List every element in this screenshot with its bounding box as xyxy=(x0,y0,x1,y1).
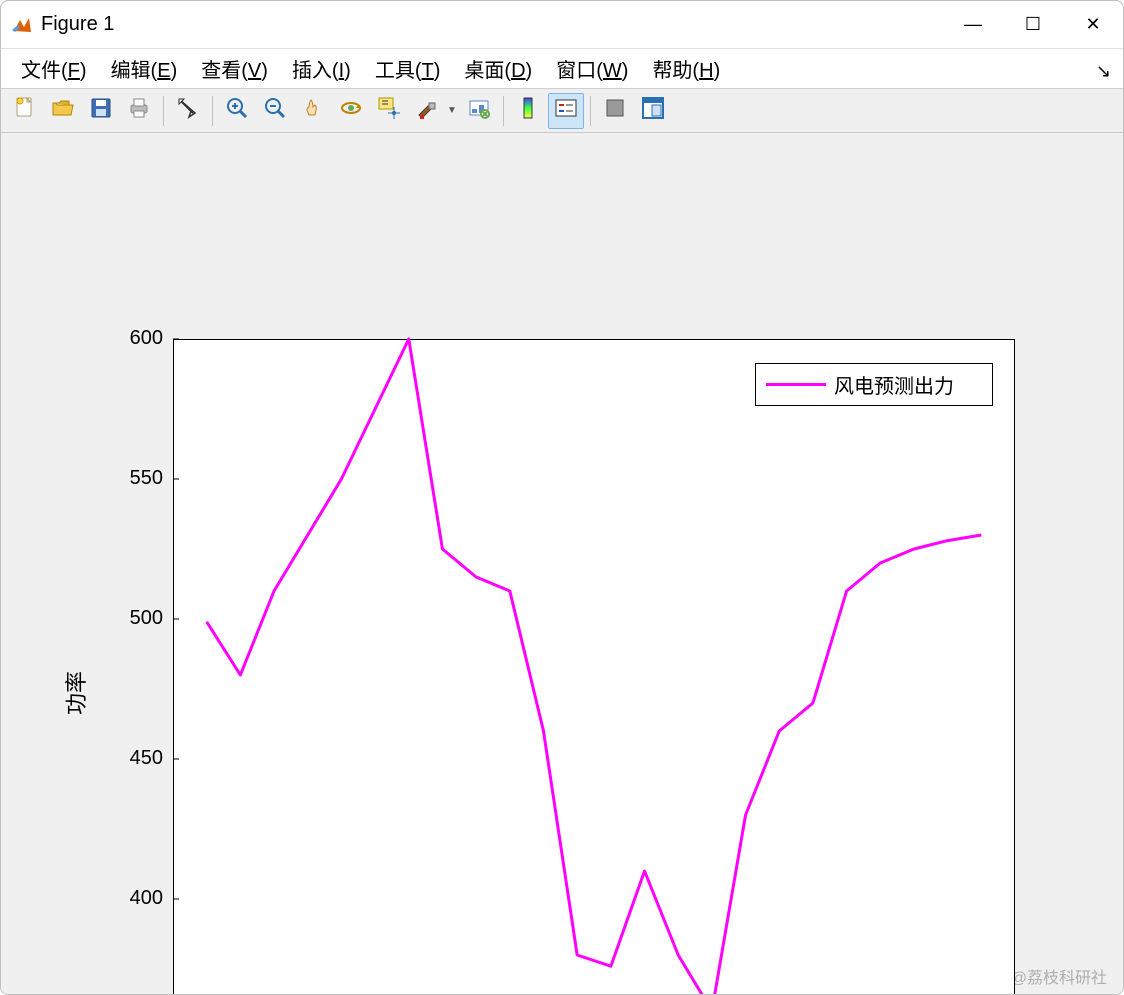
menu-t[interactable]: 工具(T) xyxy=(363,50,453,87)
zoom-out-button[interactable] xyxy=(257,93,293,129)
save-icon xyxy=(88,95,114,126)
brush-button[interactable] xyxy=(409,93,445,129)
close-button[interactable]: ✕ xyxy=(1063,1,1123,48)
data-cursor-icon xyxy=(376,95,402,126)
data-cursor-button[interactable] xyxy=(371,93,407,129)
ytick-label: 600 xyxy=(113,327,163,350)
window-controls: — ☐ ✕ xyxy=(943,1,1123,48)
legend-button[interactable] xyxy=(548,93,584,129)
hide-tools-button[interactable] xyxy=(597,93,633,129)
new-figure-icon xyxy=(12,95,38,126)
zoom-in-icon xyxy=(224,95,250,126)
plot-area: CSDN @荔枝科研社 0510152025350400450500550600… xyxy=(1,133,1123,994)
menu-w[interactable]: 窗口(W) xyxy=(544,50,640,87)
minimize-button[interactable]: — xyxy=(943,1,1003,48)
toolbar: ▼ xyxy=(1,89,1123,133)
legend-line-sample xyxy=(766,383,826,386)
open-icon xyxy=(50,95,76,126)
menu-h[interactable]: 帮助(H) xyxy=(640,50,732,87)
print-button[interactable] xyxy=(121,93,157,129)
matlab-app-icon xyxy=(11,14,33,36)
save-button[interactable] xyxy=(83,93,119,129)
new-figure-button[interactable] xyxy=(7,93,43,129)
figure-window: Figure 1 — ☐ ✕ 文件(F)编辑(E)查看(V)插入(I)工具(T)… xyxy=(0,0,1124,995)
toolbar-separator xyxy=(503,96,504,126)
legend-label: 风电预测出力 xyxy=(834,370,954,399)
zoom-out-icon xyxy=(262,95,288,126)
ytick-label: 400 xyxy=(113,887,163,910)
pan-button[interactable] xyxy=(295,93,331,129)
ylabel: 功率 xyxy=(59,671,91,715)
plot-svg xyxy=(1,133,1055,995)
legend[interactable]: 风电预测出力 xyxy=(755,363,993,406)
window-title: Figure 1 xyxy=(41,13,943,36)
rotate-3d-button[interactable] xyxy=(333,93,369,129)
menu-e[interactable]: 编辑(E) xyxy=(99,50,190,87)
ytick-label: 500 xyxy=(113,607,163,630)
series-line[interactable] xyxy=(207,339,982,995)
open-button[interactable] xyxy=(45,93,81,129)
print-icon xyxy=(126,95,152,126)
toolbar-separator xyxy=(163,96,164,126)
edit-plot-button[interactable] xyxy=(170,93,206,129)
titlebar: Figure 1 — ☐ ✕ xyxy=(1,1,1123,49)
legend-icon xyxy=(553,95,579,126)
rotate-3d-icon xyxy=(338,95,364,126)
pan-icon xyxy=(300,95,326,126)
link-icon xyxy=(466,95,492,126)
hide-tools-icon xyxy=(602,95,628,126)
menu-d[interactable]: 桌面(D) xyxy=(452,50,544,87)
menubar: 文件(F)编辑(E)查看(V)插入(I)工具(T)桌面(D)窗口(W)帮助(H)… xyxy=(1,49,1123,89)
toolbar-separator xyxy=(212,96,213,126)
brush-dropdown[interactable]: ▼ xyxy=(447,105,459,116)
colorbar-button[interactable] xyxy=(510,93,546,129)
edit-plot-icon xyxy=(175,95,201,126)
maximize-button[interactable]: ☐ xyxy=(1003,1,1063,48)
ytick-label: 550 xyxy=(113,467,163,490)
toolbar-separator xyxy=(590,96,591,126)
colorbar-icon xyxy=(515,95,541,126)
menu-v[interactable]: 查看(V) xyxy=(189,50,280,87)
menu-f[interactable]: 文件(F) xyxy=(9,50,99,87)
undock-arrow-icon[interactable]: ↘ xyxy=(1096,61,1111,82)
menu-i[interactable]: 插入(I) xyxy=(280,50,363,87)
dock-icon xyxy=(640,95,666,126)
ytick-label: 450 xyxy=(113,747,163,770)
zoom-in-button[interactable] xyxy=(219,93,255,129)
brush-icon xyxy=(414,95,440,126)
dock-button[interactable] xyxy=(635,93,671,129)
link-button[interactable] xyxy=(461,93,497,129)
